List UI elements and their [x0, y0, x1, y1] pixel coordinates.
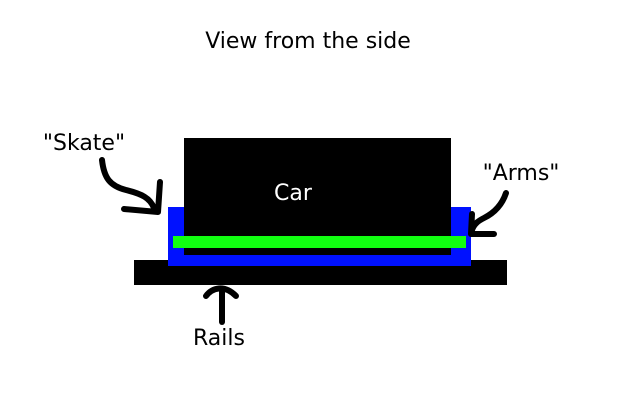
- arms-label: "Arms": [483, 161, 560, 186]
- rails-label: Rails: [193, 326, 245, 351]
- car-label: Car: [274, 181, 313, 206]
- diagram-title: View from the side: [205, 29, 411, 54]
- arms-arrow-icon: [468, 190, 509, 237]
- skate-label: "Skate": [43, 131, 125, 156]
- car-body: [184, 138, 451, 255]
- arms-bar: [173, 236, 466, 248]
- rails-arrow-icon: [203, 285, 239, 325]
- skate-arrow-icon: [99, 157, 163, 215]
